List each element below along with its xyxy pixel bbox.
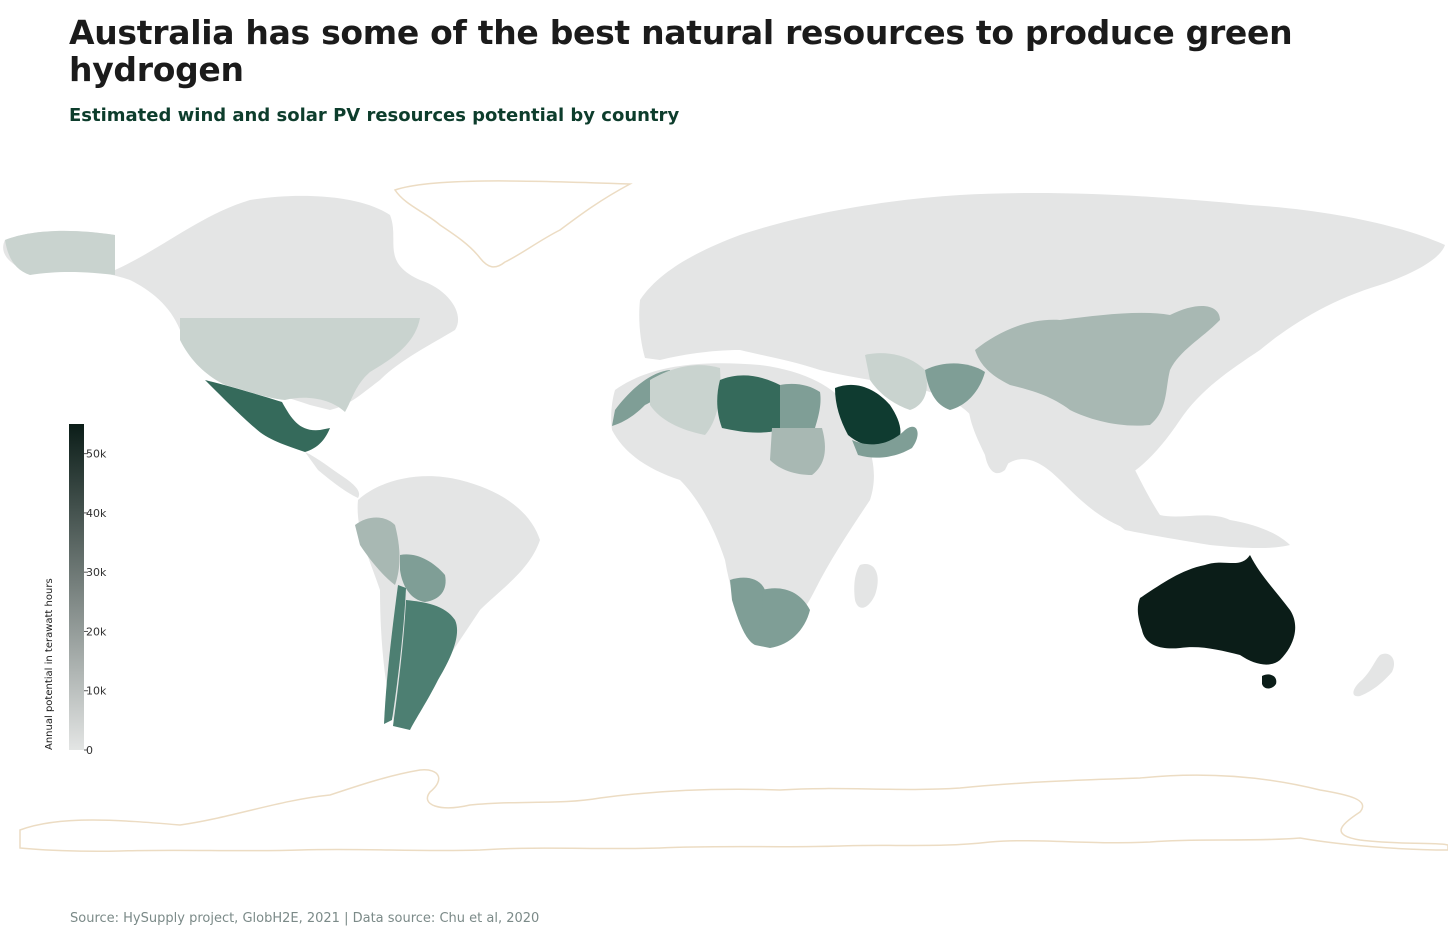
antarctica-outline [19, 769, 1448, 853]
region-namibia [730, 577, 766, 645]
region-south-africa [755, 588, 810, 648]
region-saudi-arabia [835, 384, 901, 447]
legend-ticks: 50k 40k 30k 20k 10k 0 [84, 448, 107, 757]
legend-color-ramp [69, 424, 84, 750]
legend-tick-label: 50k [86, 448, 107, 461]
world-map [3, 180, 1448, 853]
source-note: Source: HySupply project, GlobH2E, 2021 … [70, 911, 540, 926]
region-madagascar [854, 564, 878, 608]
region-afghanistan [925, 363, 985, 410]
legend: 50k 40k 30k 20k 10k 0 [69, 424, 107, 757]
region-iran [865, 353, 927, 410]
region-egypt [780, 383, 821, 428]
region-peru [355, 517, 400, 585]
region-chile [384, 585, 406, 724]
legend-tick-label: 30k [86, 566, 107, 579]
region-algeria [650, 365, 721, 435]
region-new-zealand [1353, 653, 1395, 697]
region-central-america [305, 452, 360, 498]
region-india [968, 398, 1030, 474]
region-sudan [770, 428, 825, 475]
region-libya [717, 375, 780, 433]
region-argentina [393, 600, 458, 730]
region-yemen-oman [852, 426, 918, 458]
legend-title: Annual potential in terawatt hours [44, 578, 55, 750]
legend-tick-label: 20k [86, 625, 107, 638]
legend-tick-label: 40k [86, 507, 107, 520]
page-subtitle: Estimated wind and solar PV resources po… [69, 105, 680, 126]
region-alaska [5, 230, 115, 275]
region-mexico [205, 380, 330, 452]
region-bolivia [400, 554, 446, 602]
region-united-states [180, 318, 420, 412]
greenland-ice-outline [393, 180, 633, 268]
legend-tick-label: 0 [86, 744, 93, 757]
region-australia [1137, 555, 1296, 665]
region-south-america [357, 476, 540, 727]
region-tasmania [1262, 674, 1277, 689]
region-china [975, 305, 1220, 426]
legend-tick-label: 10k [86, 685, 107, 698]
page-title: Australia has some of the best natural r… [69, 13, 1293, 89]
region-southeast-asia [1080, 429, 1290, 549]
